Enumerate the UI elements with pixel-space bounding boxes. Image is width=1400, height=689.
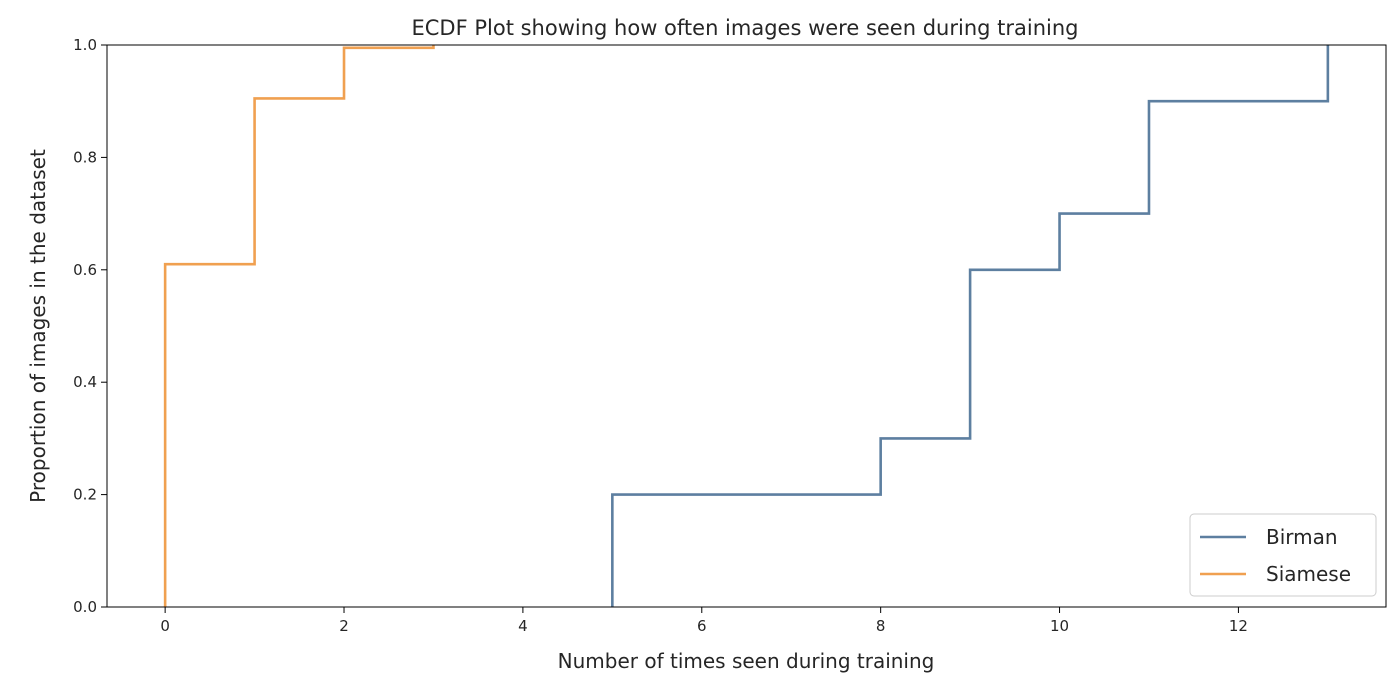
legend-label-birman: Birman (1266, 525, 1338, 549)
x-tick-label: 8 (876, 617, 886, 635)
chart-title: ECDF Plot showing how often images were … (412, 16, 1079, 40)
legend-box (1189, 513, 1377, 597)
plot-frame (106, 44, 1387, 608)
x-tick-label: 0 (160, 617, 170, 635)
y-tick-label: 0.0 (73, 598, 97, 616)
ticks-layer: 0 2 4 6 8 10 12 0.0 0.2 0.4 0.6 0.8 1.0 (73, 36, 1248, 635)
y-tick-label: 0.2 (73, 486, 97, 504)
series-line-siamese (163, 45, 435, 607)
y-tick-label: 0.6 (73, 261, 97, 279)
x-tick-label: 6 (697, 617, 707, 635)
y-tick-label: 1.0 (73, 36, 97, 54)
x-axis-label: Number of times seen during training (558, 649, 935, 673)
x-tick-label: 12 (1229, 617, 1248, 635)
x-tick-label: 2 (339, 617, 349, 635)
y-tick-label: 0.8 (73, 148, 97, 166)
series-line-birman (611, 45, 1330, 607)
legend: Birman Siamese (1189, 513, 1377, 597)
y-tick-label: 0.4 (73, 373, 97, 391)
series-layer (163, 45, 1330, 607)
x-tick-label: 4 (518, 617, 528, 635)
legend-label-siamese: Siamese (1266, 562, 1351, 586)
x-tick-label: 10 (1050, 617, 1069, 635)
y-axis-label: Proportion of images in the dataset (26, 149, 50, 503)
